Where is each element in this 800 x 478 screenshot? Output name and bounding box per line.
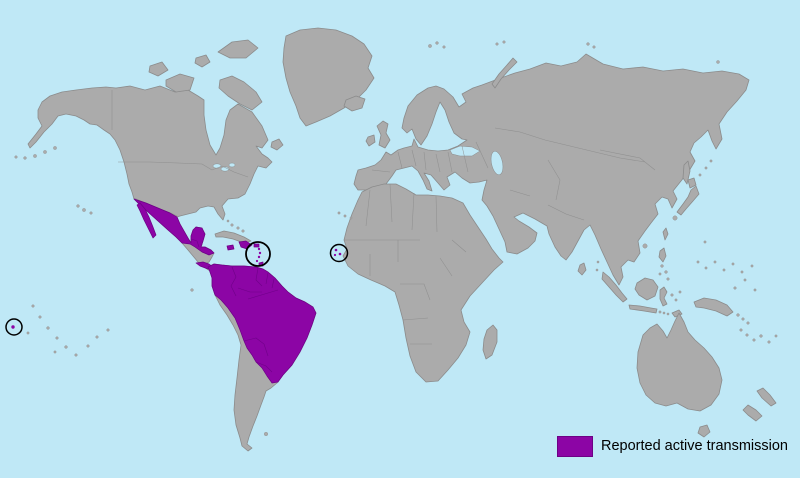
great-lakes-3	[228, 162, 236, 168]
region-cape-verde	[333, 248, 342, 257]
caspian-sea	[490, 150, 504, 176]
tasmania	[697, 424, 711, 438]
arctic-islands	[148, 39, 263, 111]
sakhalin	[682, 160, 691, 185]
new-zealand	[742, 387, 777, 422]
region-baja-california	[136, 202, 157, 239]
region-puerto-rico	[253, 243, 260, 248]
madagascar	[482, 324, 498, 360]
timor	[671, 309, 683, 318]
africa	[342, 183, 504, 383]
landmasses	[14, 27, 778, 452]
great-lakes	[212, 163, 222, 169]
eurasia	[353, 53, 750, 286]
inland-water	[212, 145, 504, 176]
sumatra	[601, 271, 628, 303]
java	[628, 304, 658, 314]
annotation-circle-cape-verde	[329, 243, 349, 263]
japan	[676, 177, 700, 216]
annotation-circle-samoa	[5, 318, 23, 336]
great-lakes-2	[220, 166, 230, 172]
region-mexico-central-america	[133, 198, 215, 256]
sulawesi	[659, 286, 668, 307]
legend-label: Reported active transmission	[601, 438, 788, 454]
active-transmission-regions	[11, 198, 342, 384]
legend-swatch	[557, 436, 593, 457]
annotation-circle-lesser-antilles	[245, 241, 271, 267]
borneo	[634, 277, 659, 301]
region-lesser-antilles	[255, 247, 262, 263]
newfoundland	[270, 138, 284, 151]
purple-internal-borders	[190, 238, 279, 373]
region-south-america-north	[207, 263, 317, 384]
region-samoa	[11, 325, 15, 329]
north-america	[27, 85, 273, 272]
great-britain	[376, 120, 391, 149]
ireland	[365, 134, 376, 147]
small-islands	[14, 40, 778, 437]
legend: Reported active transmission	[557, 436, 788, 457]
taiwan	[662, 227, 669, 241]
philippines	[658, 247, 667, 263]
australia	[636, 312, 723, 412]
iceland	[343, 95, 366, 112]
novaya-zemlya	[491, 57, 518, 89]
greenland	[282, 27, 375, 127]
annotation-circles	[5, 241, 349, 336]
country-borders	[111, 90, 656, 345]
sri-lanka	[577, 262, 587, 276]
region-jamaica	[226, 244, 235, 251]
new-guinea	[693, 297, 734, 317]
